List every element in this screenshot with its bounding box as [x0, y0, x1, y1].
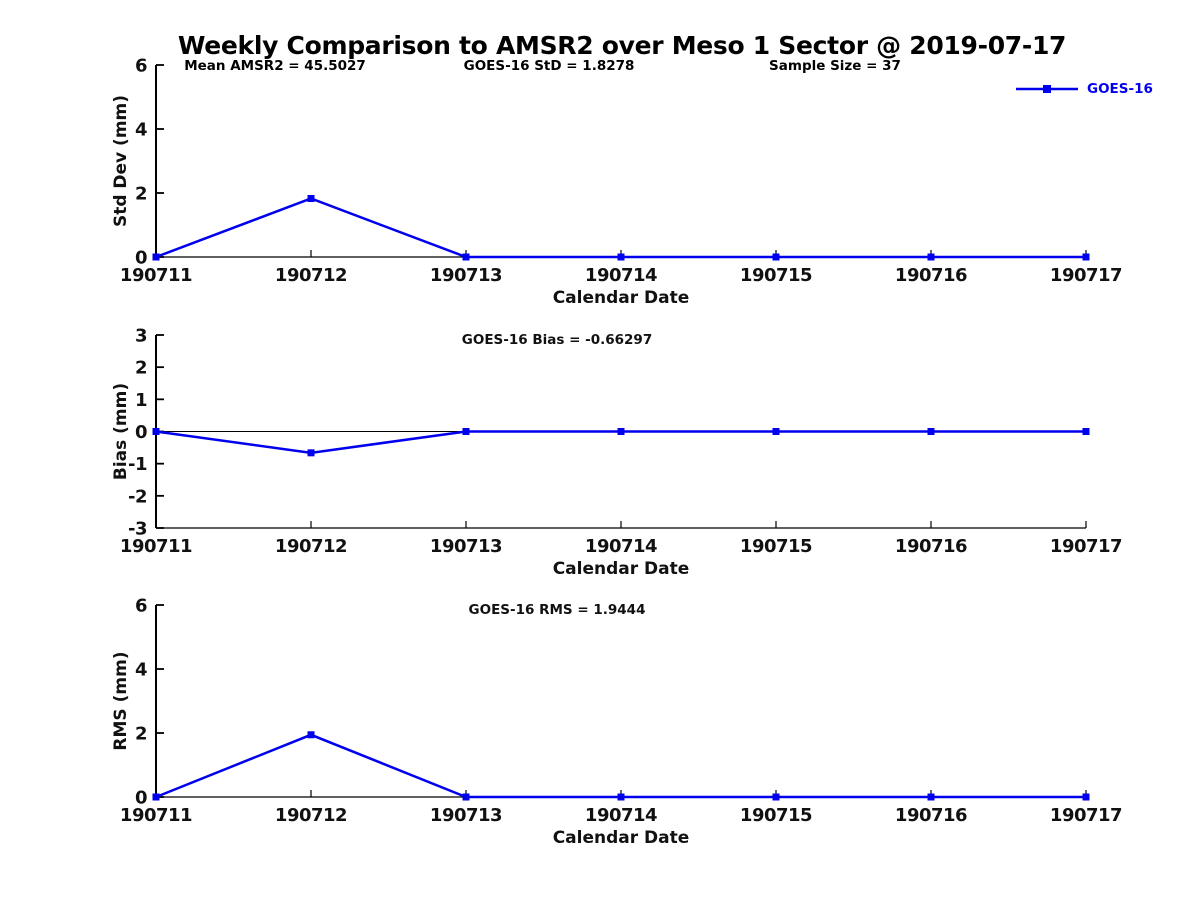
- data-point-marker: [617, 253, 625, 261]
- data-point-marker: [927, 253, 935, 261]
- data-point-marker: [152, 253, 160, 261]
- x-tick-label: 190716: [895, 536, 967, 557]
- y-tick-label: 1: [135, 390, 147, 411]
- subplot-rms: 0 2 4 6 190711 190712 190713 190714 190715 190716…: [111, 596, 1123, 849]
- x-tick-label: 190715: [740, 265, 812, 286]
- data-point-marker: [927, 793, 935, 801]
- annotation-mean-amsr2: Mean AMSR2 = 45.5027: [184, 58, 366, 74]
- x-tick-label: 190714: [585, 805, 657, 826]
- x-axis-label: Calendar Date: [553, 559, 690, 579]
- subplot-bias: -3 -2 -1 0 1 2 3 190711 190712 190713 190714 190715…: [111, 326, 1123, 580]
- x-tick-label: 190716: [895, 265, 967, 286]
- data-point-marker: [462, 428, 470, 435]
- y-tick-label: 0: [135, 248, 147, 269]
- data-point-marker: [772, 428, 780, 435]
- data-point-marker: [617, 428, 625, 435]
- y-tick-label: 0: [135, 788, 147, 809]
- subplot-title: GOES-16 RMS = 1.9444: [469, 602, 646, 618]
- legend-label: GOES-16: [1087, 81, 1153, 97]
- x-tick-label: 190712: [275, 805, 347, 826]
- x-tick-label: 190715: [740, 536, 812, 557]
- y-tick-label: 2: [135, 184, 147, 205]
- x-tick-label: 190717: [1050, 805, 1122, 826]
- x-tick-label: 190711: [120, 536, 192, 557]
- data-point-marker: [772, 253, 780, 261]
- data-point-marker: [1082, 793, 1090, 801]
- annotation-sample-size: Sample Size = 37: [769, 58, 901, 74]
- x-tick-label: 190714: [585, 265, 657, 286]
- x-tick-label: 190716: [895, 805, 967, 826]
- y-tick-label: 0: [135, 422, 147, 443]
- data-point-marker: [772, 793, 780, 801]
- data-point-marker: [462, 253, 470, 261]
- data-point-marker: [307, 449, 315, 457]
- data-point-marker: [617, 793, 625, 801]
- subplot-title: GOES-16 Bias = -0.66297: [462, 332, 652, 348]
- data-point-marker: [927, 428, 935, 435]
- x-tick-label: 190717: [1050, 265, 1122, 286]
- data-point-marker: [152, 428, 160, 435]
- data-point-marker: [462, 793, 470, 801]
- y-tick-label: 3: [135, 326, 147, 347]
- x-tick-label: 190714: [585, 536, 657, 557]
- data-line: [155, 733, 1086, 799]
- x-tick-label: 190712: [275, 265, 347, 286]
- y-axis-label: RMS (mm): [111, 651, 131, 750]
- x-tick-label: 190717: [1050, 536, 1122, 557]
- y-tick-label: 6: [135, 56, 147, 77]
- data-point-marker: [152, 793, 160, 801]
- y-axis-label: Bias (mm): [111, 383, 131, 480]
- x-tick-label: 190715: [740, 805, 812, 826]
- y-tick-label: 6: [135, 596, 147, 617]
- x-tick-label: 190712: [275, 536, 347, 557]
- y-tick-label: 4: [135, 660, 147, 681]
- y-axis-label: Std Dev (mm): [111, 95, 131, 227]
- x-axis-label: Calendar Date: [553, 288, 690, 308]
- data-point-marker: [307, 195, 315, 203]
- y-tick-label: 2: [135, 724, 147, 745]
- y-tick-label: -3: [128, 519, 147, 540]
- x-axis-label: Calendar Date: [553, 828, 690, 848]
- figure-title: Weekly Comparison to AMSR2 over Meso 1 S…: [177, 31, 1067, 60]
- legend-line-marker-icon: [1016, 85, 1078, 93]
- data-point-marker: [1082, 253, 1090, 261]
- x-tick-label: 190711: [120, 265, 192, 286]
- data-line: [155, 197, 1086, 259]
- x-tick-label: 190713: [430, 265, 502, 286]
- y-tick-label: 4: [135, 120, 147, 141]
- annotation-goes16-std: GOES-16 StD = 1.8278: [463, 58, 635, 74]
- x-tick-label: 190713: [430, 805, 502, 826]
- y-tick-label: -1: [128, 454, 147, 475]
- data-point-marker: [307, 731, 315, 739]
- x-tick-label: 190713: [430, 536, 502, 557]
- legend: GOES-16: [1016, 81, 1153, 97]
- y-tick-label: -2: [128, 486, 147, 507]
- data-point-marker: [1082, 428, 1090, 435]
- y-tick-label: 2: [135, 358, 147, 379]
- subplot-stddev: 0 2 4 6 190711 190712 190713 190714 190715 190716…: [111, 56, 1123, 309]
- x-tick-label: 190711: [120, 805, 192, 826]
